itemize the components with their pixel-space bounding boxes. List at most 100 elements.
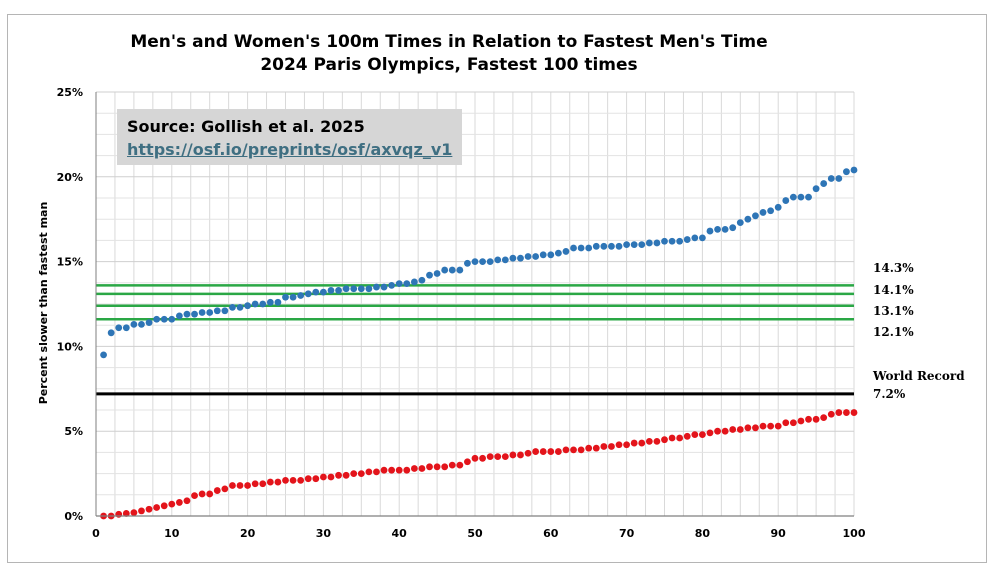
women-point bbox=[759, 209, 767, 216]
world-record-value: 7.2% bbox=[873, 387, 906, 401]
women-point bbox=[562, 248, 570, 255]
men-point bbox=[274, 478, 282, 486]
women-point bbox=[410, 278, 418, 286]
men-point bbox=[714, 427, 721, 435]
men-point bbox=[259, 480, 267, 488]
men-point bbox=[160, 502, 168, 510]
x-tick-label: 80 bbox=[695, 527, 711, 540]
women-point bbox=[282, 293, 289, 301]
y-tick-label: 20% bbox=[57, 171, 83, 184]
men-point bbox=[789, 419, 797, 427]
men-point bbox=[153, 504, 161, 511]
men-point bbox=[774, 422, 782, 430]
women-point bbox=[160, 315, 168, 323]
men-point bbox=[661, 436, 668, 444]
women-point bbox=[145, 319, 153, 327]
men-point bbox=[486, 453, 494, 461]
women-point bbox=[259, 300, 267, 308]
men-point bbox=[585, 444, 593, 452]
women-point bbox=[805, 193, 812, 201]
ref-label-1: 14.3% bbox=[873, 261, 914, 275]
women-point bbox=[699, 234, 706, 242]
men-point bbox=[236, 482, 244, 489]
men-point bbox=[342, 471, 350, 479]
men-point bbox=[850, 409, 858, 416]
men-point bbox=[266, 478, 274, 486]
chart-title-line-2: 2024 Paris Olympics, Fastest 100 times bbox=[260, 55, 637, 75]
women-point bbox=[335, 287, 342, 294]
women-point bbox=[706, 227, 714, 235]
x-tick-label: 0 bbox=[92, 527, 100, 540]
women-point bbox=[448, 266, 456, 274]
men-point bbox=[782, 419, 790, 427]
men-point bbox=[600, 443, 608, 450]
men-point bbox=[797, 417, 805, 425]
y-tick-label: 25% bbox=[57, 86, 83, 99]
women-point bbox=[744, 215, 752, 223]
women-point bbox=[320, 288, 327, 296]
men-point bbox=[517, 451, 524, 459]
women-point bbox=[342, 285, 350, 293]
men-point bbox=[335, 471, 342, 479]
x-tick-label: 50 bbox=[467, 527, 483, 540]
source-link[interactable]: https://osf.io/preprints/osf/axvqz_v1 bbox=[127, 140, 453, 159]
men-point bbox=[456, 461, 464, 469]
women-point bbox=[797, 193, 805, 201]
women-point bbox=[213, 307, 221, 315]
women-point bbox=[486, 258, 494, 265]
men-point bbox=[426, 463, 433, 471]
men-point bbox=[721, 427, 729, 435]
men-point bbox=[213, 487, 221, 494]
women-point bbox=[198, 309, 206, 316]
women-point bbox=[592, 242, 600, 250]
women-point bbox=[843, 168, 850, 176]
men-point bbox=[198, 490, 206, 498]
women-point bbox=[501, 256, 509, 264]
men-point bbox=[357, 470, 365, 477]
men-point bbox=[229, 482, 236, 489]
men-point bbox=[501, 453, 509, 461]
women-point bbox=[153, 315, 161, 323]
men-point bbox=[373, 468, 380, 476]
men-point bbox=[554, 448, 562, 455]
world-record-label: World Record bbox=[872, 369, 965, 383]
men-point bbox=[744, 424, 752, 432]
x-tick-label: 90 bbox=[771, 527, 787, 540]
women-point bbox=[509, 254, 517, 262]
y-tick-label: 0% bbox=[64, 510, 83, 523]
women-point bbox=[827, 175, 835, 182]
women-point bbox=[714, 225, 721, 233]
men-point bbox=[206, 490, 214, 498]
women-point bbox=[183, 310, 191, 318]
women-point bbox=[539, 251, 547, 259]
men-point bbox=[145, 505, 153, 513]
men-point bbox=[683, 432, 691, 440]
women-point bbox=[570, 244, 577, 252]
women-point bbox=[221, 307, 229, 315]
women-point bbox=[456, 266, 464, 274]
women-point bbox=[623, 241, 630, 249]
women-point bbox=[608, 242, 615, 250]
women-point bbox=[615, 242, 623, 250]
women-point bbox=[630, 241, 638, 249]
women-point bbox=[645, 239, 653, 247]
women-point bbox=[138, 320, 145, 328]
women-point bbox=[471, 258, 479, 265]
men-point bbox=[175, 499, 183, 506]
men-point bbox=[805, 415, 812, 423]
women-point bbox=[350, 285, 358, 293]
chart-frame bbox=[7, 14, 987, 563]
men-point bbox=[289, 476, 297, 484]
men-point bbox=[835, 409, 843, 416]
men-point bbox=[812, 415, 820, 423]
men-point bbox=[297, 476, 305, 484]
women-point bbox=[835, 175, 843, 182]
men-point bbox=[441, 463, 449, 471]
men-point bbox=[509, 451, 517, 459]
women-point bbox=[464, 259, 471, 267]
ref-label-2: 14.1% bbox=[873, 283, 914, 297]
women-point bbox=[767, 207, 775, 215]
reference-lines bbox=[96, 284, 854, 396]
women-point bbox=[812, 185, 820, 193]
